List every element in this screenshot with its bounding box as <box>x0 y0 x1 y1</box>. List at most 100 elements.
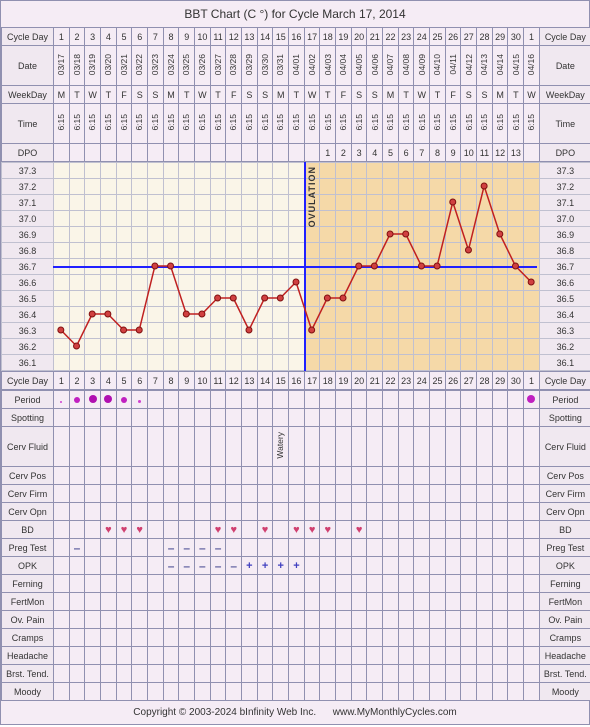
temp-grid-cell <box>445 195 461 211</box>
spotting-cell <box>524 409 540 427</box>
brstTend-cell <box>445 665 461 683</box>
temp-grid-cell <box>508 275 524 291</box>
temp-grid-cell <box>242 307 258 323</box>
temp-grid-cell <box>524 339 540 355</box>
opk-cell: + <box>242 557 258 575</box>
temp-grid-cell <box>336 211 352 227</box>
weekday-cell: M <box>492 86 508 104</box>
temp-grid-cell <box>163 195 179 211</box>
ovPain-cell <box>116 611 132 629</box>
period-cell <box>132 391 148 409</box>
cramps-label-left: Cramps <box>2 629 54 647</box>
cycle-day-cell: 18 <box>320 28 336 46</box>
cerv-pos-cell <box>304 467 320 485</box>
temp-grid-cell <box>54 307 70 323</box>
brstTend-cell <box>148 665 164 683</box>
brstTend-cell <box>289 665 305 683</box>
cerv-firm-cell <box>273 485 289 503</box>
temp-grid-cell <box>257 211 273 227</box>
date-cell: 03/21 <box>116 46 132 86</box>
temp-grid-cell <box>430 307 446 323</box>
temp-grid-cell <box>101 275 117 291</box>
cycle-day-cell: 17 <box>304 28 320 46</box>
brstTend-cell <box>367 665 383 683</box>
ovPain-cell <box>383 611 399 629</box>
cramps-cell <box>101 629 117 647</box>
heart-icon: ♥ <box>230 524 237 536</box>
cerv-fluid-cell <box>367 427 383 467</box>
temp-grid-cell <box>226 291 242 307</box>
opk-cell <box>524 557 540 575</box>
temp-grid-cell <box>289 339 305 355</box>
temp-grid-cell <box>195 195 211 211</box>
spotting-cell <box>132 409 148 427</box>
temp-grid-cell <box>445 339 461 355</box>
time-cell: 6:15 <box>273 104 289 144</box>
temp-grid-cell <box>304 243 320 259</box>
cerv-firm-cell <box>383 485 399 503</box>
ovPain-cell <box>461 611 477 629</box>
cerv-opn-cell <box>101 503 117 521</box>
temp-grid-cell <box>132 163 148 179</box>
time-cell: 6:15 <box>383 104 399 144</box>
temp-grid-cell <box>304 275 320 291</box>
temp-grid-cell <box>320 243 336 259</box>
spotting-cell <box>163 409 179 427</box>
date-cell: 04/05 <box>351 46 367 86</box>
time-cell: 6:15 <box>163 104 179 144</box>
temp-scale-right: 37.3 <box>539 163 590 179</box>
bd-cell <box>430 521 446 539</box>
dpo-cell <box>179 144 195 162</box>
temp-grid-cell <box>492 323 508 339</box>
cerv-fluid-label-right: Cerv Fluid <box>539 427 590 467</box>
opk-neg-icon: – <box>183 559 190 573</box>
preg-test-cell <box>414 539 430 557</box>
date-label-left: Date <box>2 46 54 86</box>
cerv-pos-cell <box>85 467 101 485</box>
temp-grid-cell <box>367 243 383 259</box>
temp-grid-cell <box>414 211 430 227</box>
temp-grid-cell <box>320 355 336 371</box>
headache-label-right: Headache <box>539 647 590 665</box>
temp-grid-cell <box>367 323 383 339</box>
cerv-opn-cell <box>492 503 508 521</box>
temp-grid-cell <box>477 291 493 307</box>
date-cell: 04/08 <box>398 46 414 86</box>
cerv-pos-cell <box>273 467 289 485</box>
temp-grid-cell <box>289 307 305 323</box>
cycle-day-cell: 3 <box>85 28 101 46</box>
headache-cell <box>195 647 211 665</box>
date-cell: 04/02 <box>304 46 320 86</box>
preg-test-cell <box>398 539 414 557</box>
heart-icon: ♥ <box>356 524 363 536</box>
bd-cell: ♥ <box>132 521 148 539</box>
temp-grid-cell <box>320 275 336 291</box>
cramps-cell <box>398 629 414 647</box>
cycle-day-cell: 23 <box>398 28 414 46</box>
cerv-opn-cell <box>524 503 540 521</box>
headache-cell <box>101 647 117 665</box>
fertMon-cell <box>336 593 352 611</box>
opk-cell <box>508 557 524 575</box>
cycle-day-2-cell: 5 <box>116 372 132 390</box>
temp-grid-cell <box>398 323 414 339</box>
cramps-cell <box>226 629 242 647</box>
temp-grid-cell <box>273 227 289 243</box>
cycle-day-2-cell: 29 <box>492 372 508 390</box>
weekday-cell: S <box>477 86 493 104</box>
temp-grid-cell <box>430 227 446 243</box>
period-cell <box>430 391 446 409</box>
preg-test-cell <box>320 539 336 557</box>
cramps-cell <box>163 629 179 647</box>
heart-icon: ♥ <box>136 524 143 536</box>
moody-cell <box>195 683 211 701</box>
cerv-fluid-cell <box>69 427 85 467</box>
cerv-fluid-cell <box>383 427 399 467</box>
cerv-pos-cell <box>445 467 461 485</box>
temp-grid-cell <box>383 355 399 371</box>
time-cell: 6:15 <box>242 104 258 144</box>
preg-test-cell <box>492 539 508 557</box>
temp-grid-cell <box>336 163 352 179</box>
ferning-cell <box>101 575 117 593</box>
temp-grid-cell <box>210 211 226 227</box>
